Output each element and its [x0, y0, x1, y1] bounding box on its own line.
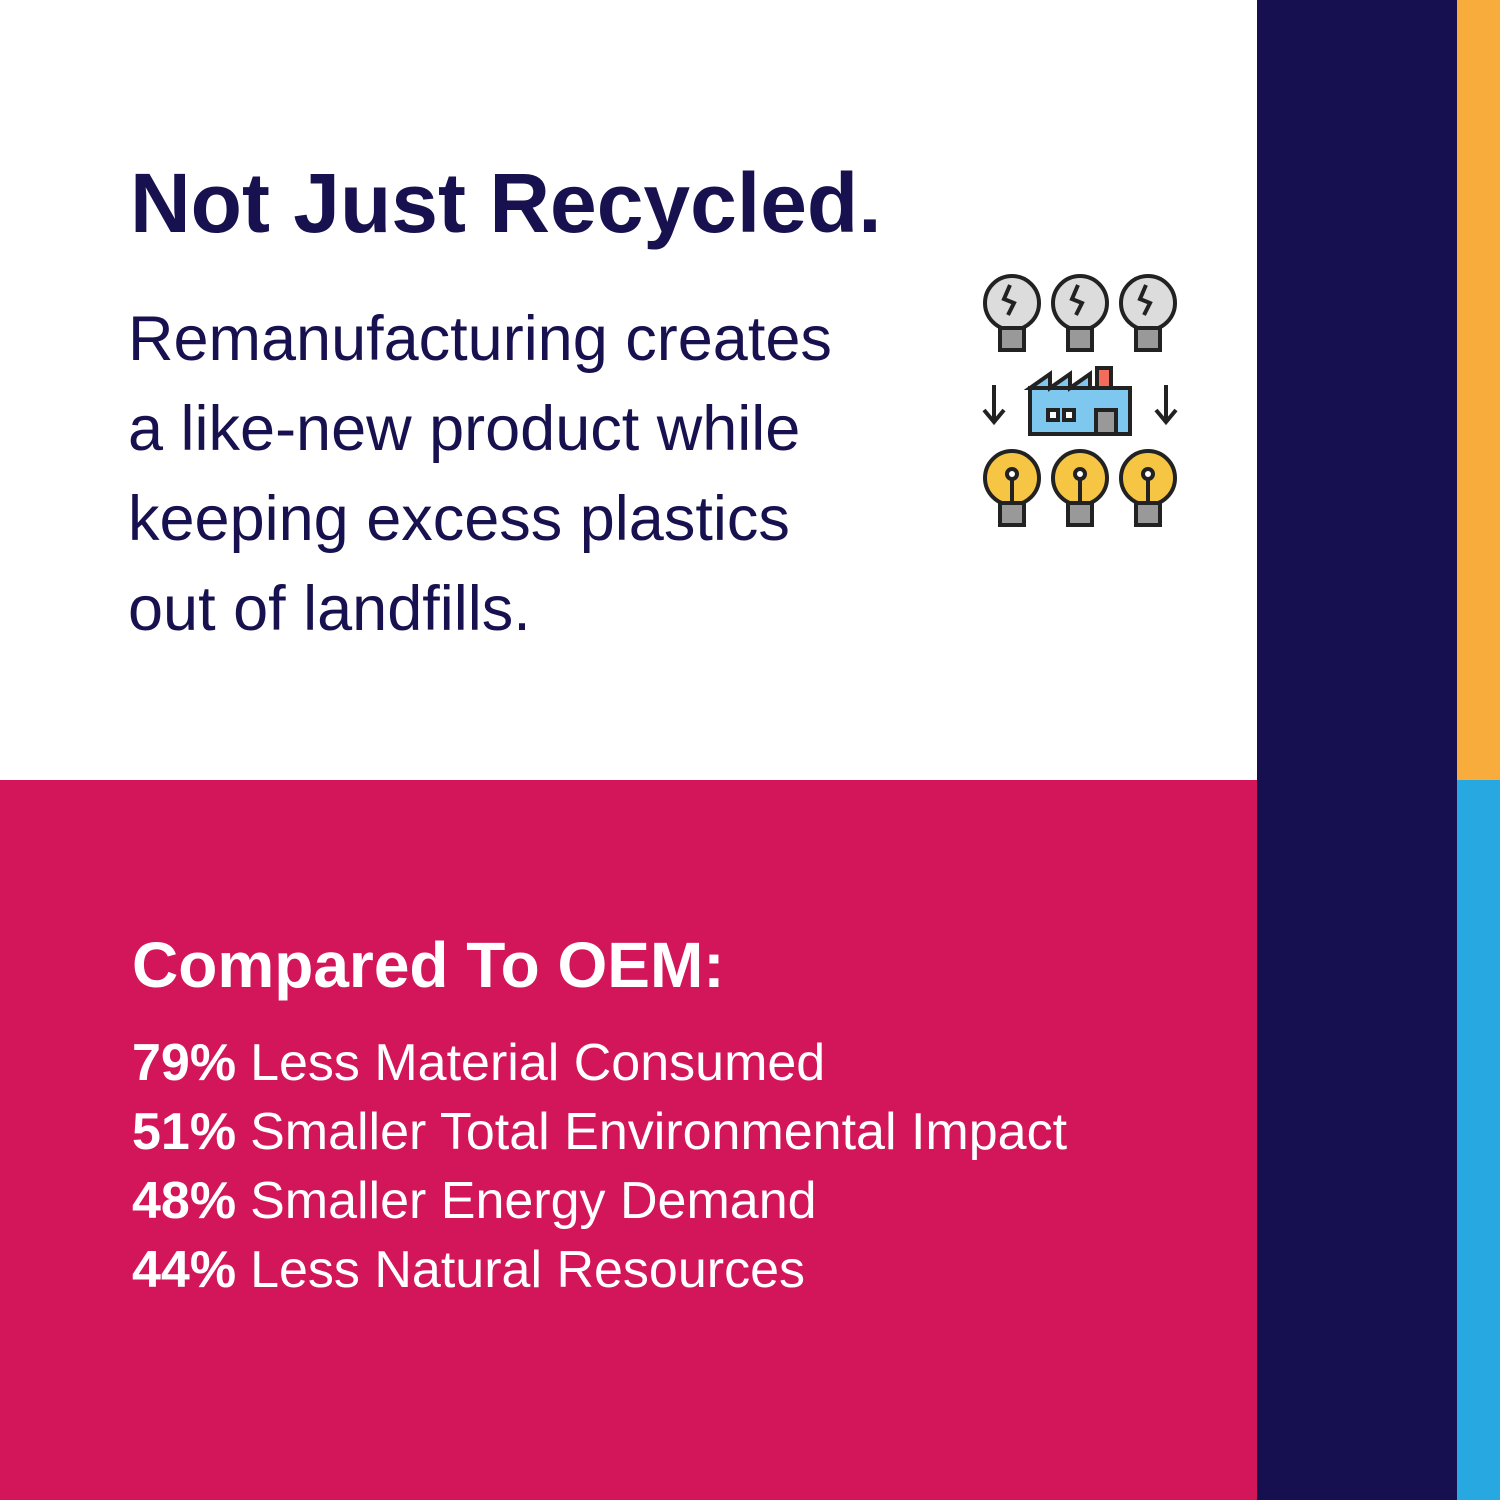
title: Not Just Recycled. — [130, 156, 882, 250]
stat-line: 44% Less Natural Resources — [132, 1241, 805, 1299]
stat-value: 48% — [132, 1172, 236, 1230]
recycle-icon — [982, 274, 1178, 527]
body-line: out of landfills. — [128, 574, 531, 644]
navy-stripe — [1257, 0, 1457, 1500]
body-line: Remanufacturing creates — [128, 304, 832, 374]
orange-stripe — [1457, 0, 1500, 780]
stat-value: 51% — [132, 1103, 236, 1161]
stat-text: Smaller Energy Demand — [250, 1172, 816, 1230]
body-line: a like-new product while — [128, 394, 800, 464]
comparison-title: Compared To OEM: — [132, 929, 725, 1001]
stat-text: Less Material Consumed — [250, 1034, 825, 1092]
stat-line: 79% Less Material Consumed — [132, 1034, 825, 1092]
stat-line: 48% Smaller Energy Demand — [132, 1172, 817, 1230]
stat-text: Smaller Total Environmental Impact — [250, 1103, 1067, 1161]
body-line: keeping excess plastics — [128, 484, 790, 554]
stat-text: Less Natural Resources — [250, 1241, 805, 1299]
blue-stripe — [1457, 780, 1500, 1500]
stat-line: 51% Smaller Total Environmental Impact — [132, 1103, 1068, 1161]
stat-value: 44% — [132, 1241, 236, 1299]
bottom-panel — [0, 780, 1257, 1500]
stat-value: 79% — [132, 1034, 236, 1092]
